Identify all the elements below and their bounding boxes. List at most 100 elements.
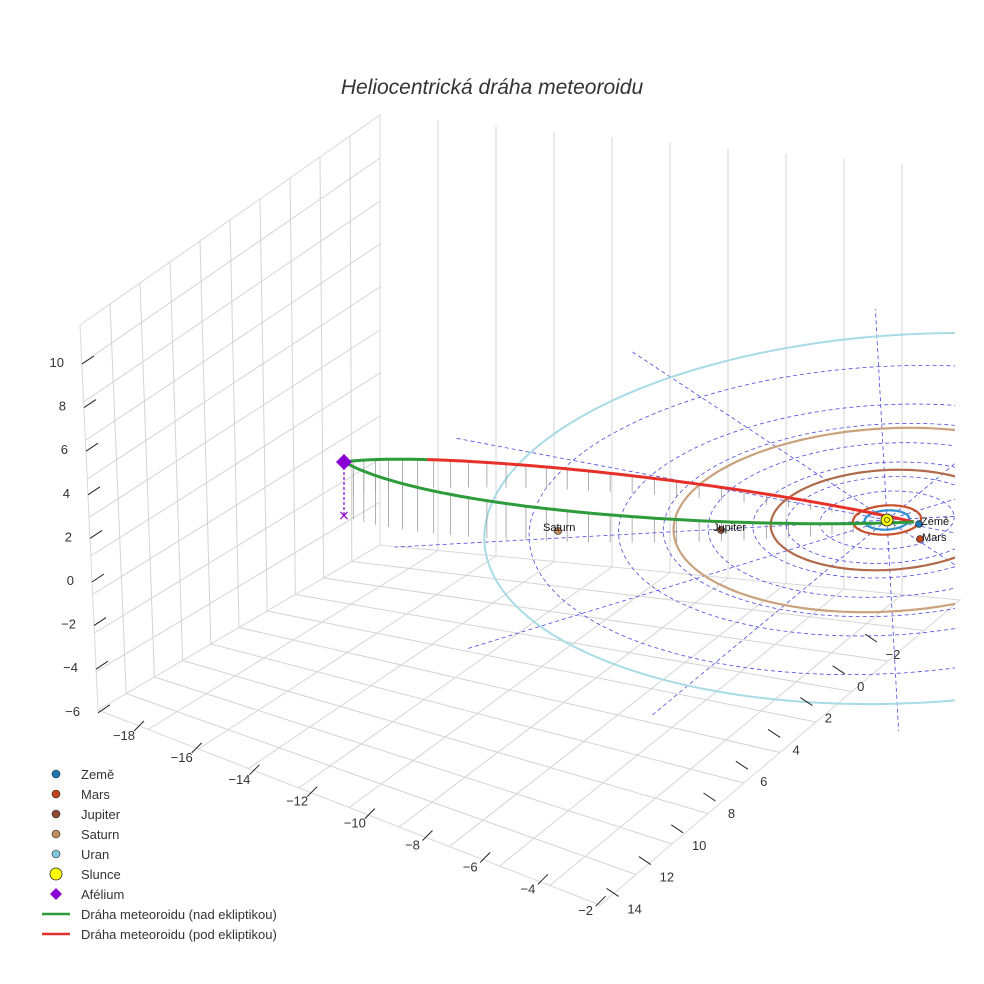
meteoroid-above-segment — [343, 457, 428, 464]
x-tick-mark — [364, 808, 376, 819]
x-tick-label: −12 — [286, 794, 308, 809]
grid-line — [90, 372, 381, 557]
z-tick-label: 0 — [67, 573, 74, 588]
y-tick-mark — [638, 856, 652, 866]
z-tick-label: −6 — [65, 704, 80, 719]
z-tick-label: 10 — [50, 355, 64, 370]
saturn-label: Saturn — [543, 522, 575, 534]
grid-line — [398, 577, 729, 828]
z-tick-mark — [91, 573, 105, 583]
y-tick-mark — [832, 665, 845, 675]
grid-line — [319, 156, 325, 579]
earth-label: Země — [921, 516, 949, 528]
x-tick-mark — [133, 720, 145, 732]
grid-line — [238, 627, 781, 753]
z-tick-label: 4 — [63, 486, 70, 501]
x-tick-label: −14 — [228, 772, 250, 787]
grid-line — [295, 594, 853, 692]
x-tick-mark — [595, 895, 606, 907]
legend-marker-sun — [49, 867, 63, 881]
chart-title: Heliocentrická dráha meteoroidu — [341, 76, 644, 99]
y-tick-label: −2 — [886, 647, 901, 662]
ecliptic-grid — [394, 309, 955, 731]
planet-orbits — [483, 332, 955, 706]
grid-line — [92, 415, 381, 595]
ecliptic-spoke — [650, 519, 888, 717]
x-tick-label: −6 — [463, 859, 478, 874]
sun-marker — [880, 513, 894, 527]
z-tick-label: 2 — [65, 529, 72, 544]
ecliptic-spoke — [630, 350, 888, 521]
x-tick-label: −4 — [520, 881, 535, 896]
grid-line — [349, 135, 353, 562]
x-tick-label: −16 — [171, 750, 193, 765]
legend-marker-circle — [51, 769, 61, 779]
z-tick-label: 8 — [59, 399, 66, 414]
z-tick-mark — [97, 704, 111, 714]
legend-label: Uran — [81, 847, 109, 862]
jupiter-label: Jupiter — [713, 522, 746, 534]
grid-line — [449, 583, 787, 847]
ecliptic-ring — [752, 461, 955, 579]
x-tick-label: −18 — [113, 728, 135, 743]
ecliptic-spoke — [886, 519, 955, 566]
legend-item: Jupiter — [51, 807, 121, 822]
legend-label: Dráha meteoroidu (pod ekliptikou) — [81, 927, 277, 942]
y-tick-label: 14 — [627, 901, 641, 916]
z-tick-mark — [87, 486, 101, 496]
z-tick-mark — [95, 660, 109, 670]
axes-box — [79, 114, 962, 906]
aphelion-marker — [336, 454, 352, 470]
orbit-mars — [851, 504, 923, 536]
grid-line — [95, 501, 381, 672]
ecliptic-ring — [785, 476, 955, 564]
legend-marker-diamond — [50, 888, 62, 900]
y-tick-label: 0 — [857, 679, 864, 694]
meteoroid-path — [343, 457, 915, 526]
y-tick-mark — [606, 887, 619, 897]
x-axis-ticks: −18 −16 −14 −12 −10 −8 −6 −4 −2 — [113, 720, 606, 918]
grid-line — [94, 458, 381, 634]
ecliptic-spoke — [886, 462, 955, 521]
legend-item: Dráha meteoroidu (pod ekliptikou) — [42, 927, 277, 942]
legend-item: Země — [51, 767, 114, 782]
orbit-jupiter — [769, 468, 955, 572]
x-tick-label: −2 — [578, 903, 593, 918]
z-tick-mark — [93, 617, 107, 627]
grid-line — [549, 594, 903, 886]
grid-line — [259, 198, 268, 612]
y-tick-label: 12 — [660, 870, 674, 885]
y-tick-mark — [800, 697, 813, 707]
x-tick-mark — [422, 830, 433, 841]
legend-label: Saturn — [81, 827, 119, 842]
aphelion-projection-marker: × — [338, 508, 350, 524]
legend: Země Mars Jupiter Saturn Uran Slunce Afélium Dr… — [42, 767, 277, 942]
legend-item: Mars — [51, 787, 110, 802]
legend-label: Země — [81, 767, 114, 782]
meteoroid-below-segment — [427, 458, 915, 524]
legend-item: Afélium — [50, 887, 124, 902]
mars-marker — [916, 535, 924, 543]
y-tick-label: 10 — [692, 838, 706, 853]
legend-label: Slunce — [81, 867, 121, 882]
x-tick-mark — [191, 742, 203, 754]
saturn-marker — [554, 527, 562, 535]
y-tick-mark — [767, 728, 781, 738]
grid-lines — [81, 120, 925, 886]
y-tick-label: 4 — [792, 742, 799, 757]
legend-marker-circle — [51, 829, 61, 839]
orbit-země — [863, 509, 911, 531]
mars-label: Mars — [922, 532, 947, 544]
grid-line — [229, 219, 240, 628]
z-tick-label: −2 — [61, 617, 76, 632]
grid-line — [267, 610, 817, 723]
legend-label: Jupiter — [81, 807, 121, 822]
legend-marker-circle — [51, 789, 61, 799]
x-tick-label: −10 — [344, 816, 366, 831]
orbit-uran — [483, 332, 955, 706]
ecliptic-spoke — [466, 519, 888, 650]
jupiter-marker — [717, 526, 725, 534]
legend-marker-circle — [51, 809, 61, 819]
ecliptic-spoke — [874, 309, 888, 521]
y-tick-mark — [864, 633, 878, 643]
